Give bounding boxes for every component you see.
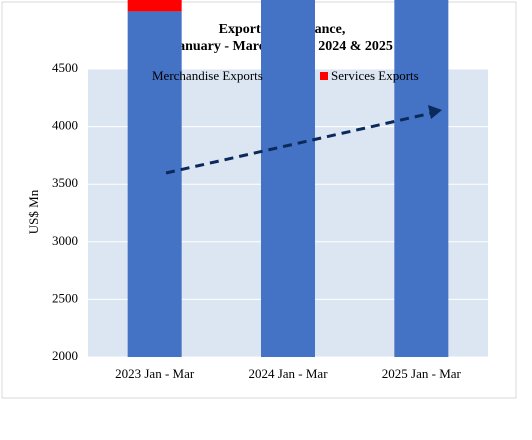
trend-arrowhead xyxy=(428,105,442,119)
x-tick-label: 2023 Jan - Mar xyxy=(115,366,195,381)
bar-segment xyxy=(127,11,182,358)
legend-swatch xyxy=(141,72,149,80)
trend-arrow xyxy=(165,111,433,175)
x-tick-label: 2025 Jan - Mar xyxy=(382,366,462,381)
y-axis-label: US$ Mn xyxy=(26,189,41,234)
y-tick-label: 2000 xyxy=(52,348,78,363)
y-tick-label: 2500 xyxy=(52,290,78,305)
legend-label: Services Exports xyxy=(331,68,419,83)
bar-segment xyxy=(127,0,182,12)
y-tick-label: 3500 xyxy=(52,175,78,190)
y-tick-label: 4500 xyxy=(52,60,78,75)
plot: 2000 2500 3000 3500 4000 4500 2023 Jan - Mar 20… xyxy=(52,0,488,381)
y-tick-label: 4000 xyxy=(52,118,78,133)
y-tick-label: 3000 xyxy=(52,233,78,248)
bar-segment xyxy=(261,0,315,357)
legend-swatch xyxy=(320,72,328,80)
bar-segment xyxy=(394,0,449,357)
x-tick-label: 2024 Jan - Mar xyxy=(248,366,328,381)
legend-label: Merchandise Exports xyxy=(152,68,263,83)
